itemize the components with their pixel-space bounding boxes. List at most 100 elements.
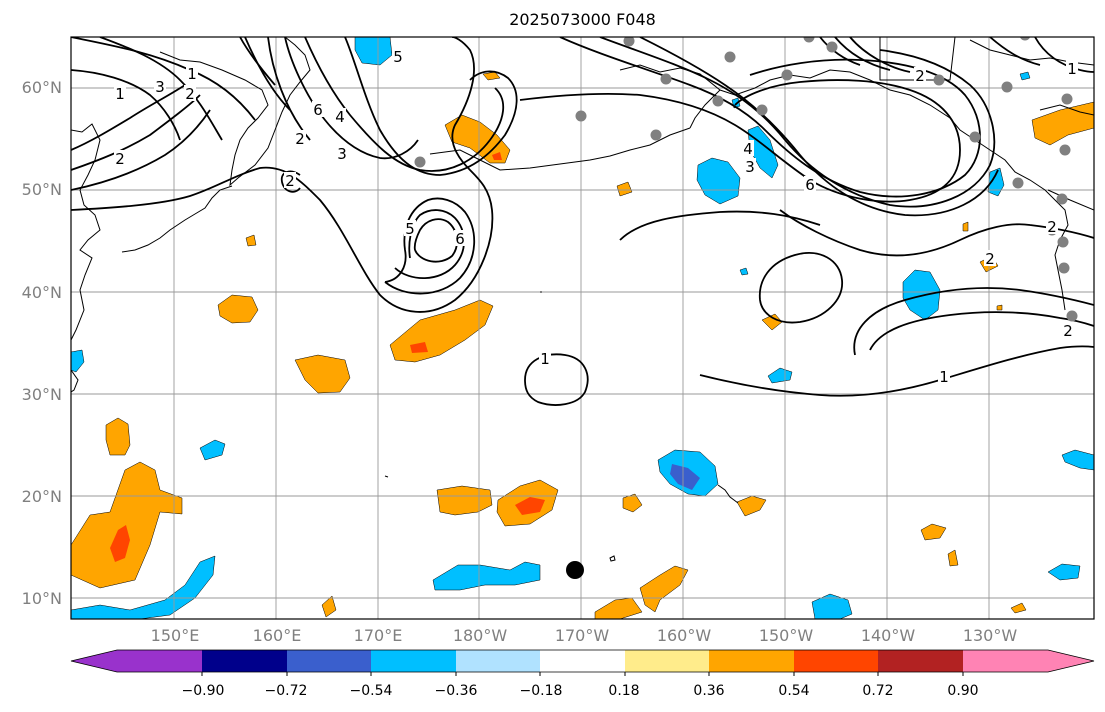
contour-label-background <box>742 140 754 156</box>
contour-label-background <box>984 250 996 266</box>
lat-label-60n: 60°N <box>21 78 62 97</box>
contour-label: 1 <box>540 350 550 368</box>
lon-label-170w: 170°W <box>554 626 610 645</box>
contour-label: 4 <box>335 108 345 126</box>
colorbar-tick-label: −0.72 <box>264 683 308 699</box>
colorbar-segment <box>794 650 878 672</box>
contour-label: 5 <box>393 48 403 66</box>
colorbar-segment <box>202 650 287 672</box>
strong-positive-anomaly-regions <box>110 152 545 562</box>
colorbar-extend-low <box>71 650 117 672</box>
contour-label-background <box>392 48 404 64</box>
contour-label-background <box>404 220 416 236</box>
contour-lines <box>71 37 1094 406</box>
colorbar-outline <box>70 649 1095 673</box>
contour-label-background <box>154 78 166 94</box>
contour-label: 6 <box>313 101 323 119</box>
storm-center-marker <box>566 561 584 579</box>
colorbar-tick-label: 0.72 <box>862 683 894 699</box>
lon-label-180w: 180°W <box>452 626 508 645</box>
contour-label-background <box>114 85 126 101</box>
contour-label-background <box>294 130 306 146</box>
contour-label-background <box>1066 60 1078 76</box>
map-frame <box>70 36 1095 620</box>
contour-label: 2 <box>185 85 195 103</box>
colorbar-tick-label: 0.18 <box>608 683 640 699</box>
contour-label: 2 <box>1063 322 1073 340</box>
contour-label: 2 <box>985 250 995 268</box>
contour-label: 6 <box>455 230 465 248</box>
graticule <box>71 37 1094 619</box>
lon-label-160w: 160°W <box>656 626 712 645</box>
colorbar-tick-label: −0.90 <box>181 683 225 699</box>
lon-label-170e: 170°E <box>353 626 403 645</box>
colorbar-tick-label: −0.18 <box>519 683 563 699</box>
positive-anomaly-regions <box>71 71 1094 619</box>
lat-label-10n: 10°N <box>21 589 62 608</box>
lat-label-20n: 20°N <box>21 487 62 506</box>
coastlines <box>71 37 1094 562</box>
contour-label-background <box>184 85 196 101</box>
colorbar-tick-label: 0.54 <box>778 683 810 699</box>
contour-label-background <box>938 368 950 384</box>
lat-label-30n: 30°N <box>21 385 62 404</box>
contour-label: 3 <box>155 78 165 96</box>
colorbar <box>70 649 1095 676</box>
contour-label-background <box>744 158 756 174</box>
colorbar-segment <box>878 650 963 672</box>
colorbar-segment <box>117 650 202 672</box>
contour-label-background <box>804 176 816 192</box>
colorbar-segment <box>963 650 1048 672</box>
contour-label-background <box>914 67 926 83</box>
contour-label-background <box>539 350 551 366</box>
lon-label-140w: 140°W <box>860 626 916 645</box>
lon-label-130w: 130°W <box>962 626 1018 645</box>
lon-label-150e: 150°E <box>150 626 200 645</box>
lon-label-160e: 160°E <box>252 626 302 645</box>
colorbar-segment <box>709 650 794 672</box>
lat-label-40n: 40°N <box>21 283 62 302</box>
lon-label-150w: 150°W <box>758 626 814 645</box>
contour-label-background <box>312 101 324 117</box>
contour-label: 2 <box>915 67 925 85</box>
contour-label-background <box>336 145 348 161</box>
contour-label: 2 <box>115 150 125 168</box>
contour-label: 1 <box>939 368 949 386</box>
contour-label-background <box>334 108 346 124</box>
colorbar-segment <box>540 650 625 672</box>
contour-label: 4 <box>743 140 753 158</box>
figure-title: 2025073000 F048 <box>509 10 656 29</box>
contour-label: 2 <box>295 130 305 148</box>
contour-label-background <box>186 65 198 81</box>
lat-label-50n: 50°N <box>21 180 62 199</box>
colorbar-tick-label: 0.90 <box>947 683 979 699</box>
contour-label: 5 <box>405 220 415 238</box>
contour-label-background <box>1046 218 1058 234</box>
colorbar-tick-label: −0.54 <box>349 683 393 699</box>
contour-label: 1 <box>187 65 197 83</box>
contour-label: 6 <box>805 176 815 194</box>
station-markers <box>414 37 1078 322</box>
contour-label-background <box>454 230 466 246</box>
colorbar-extend-high <box>1048 650 1094 672</box>
contour-label: 1 <box>1067 60 1077 78</box>
contour-label: 1 <box>115 85 125 103</box>
map-background <box>71 37 1094 619</box>
contour-label: 2 <box>1047 218 1057 236</box>
contour-label: 2 <box>285 172 295 190</box>
contour-label-background <box>114 150 126 166</box>
colorbar-segment <box>456 650 540 672</box>
colorbar-segment <box>625 650 709 672</box>
contour-label-background <box>284 172 296 188</box>
colorbar-tick-label: −0.36 <box>434 683 478 699</box>
contour-label-background <box>1062 322 1074 338</box>
contour-label: 3 <box>337 145 347 163</box>
colorbar-segment <box>371 650 456 672</box>
contour-label: 3 <box>745 158 755 176</box>
colorbar-tick-label: 0.36 <box>693 683 725 699</box>
strong-negative-anomaly-regions <box>670 464 700 490</box>
colorbar-segment <box>287 650 371 672</box>
